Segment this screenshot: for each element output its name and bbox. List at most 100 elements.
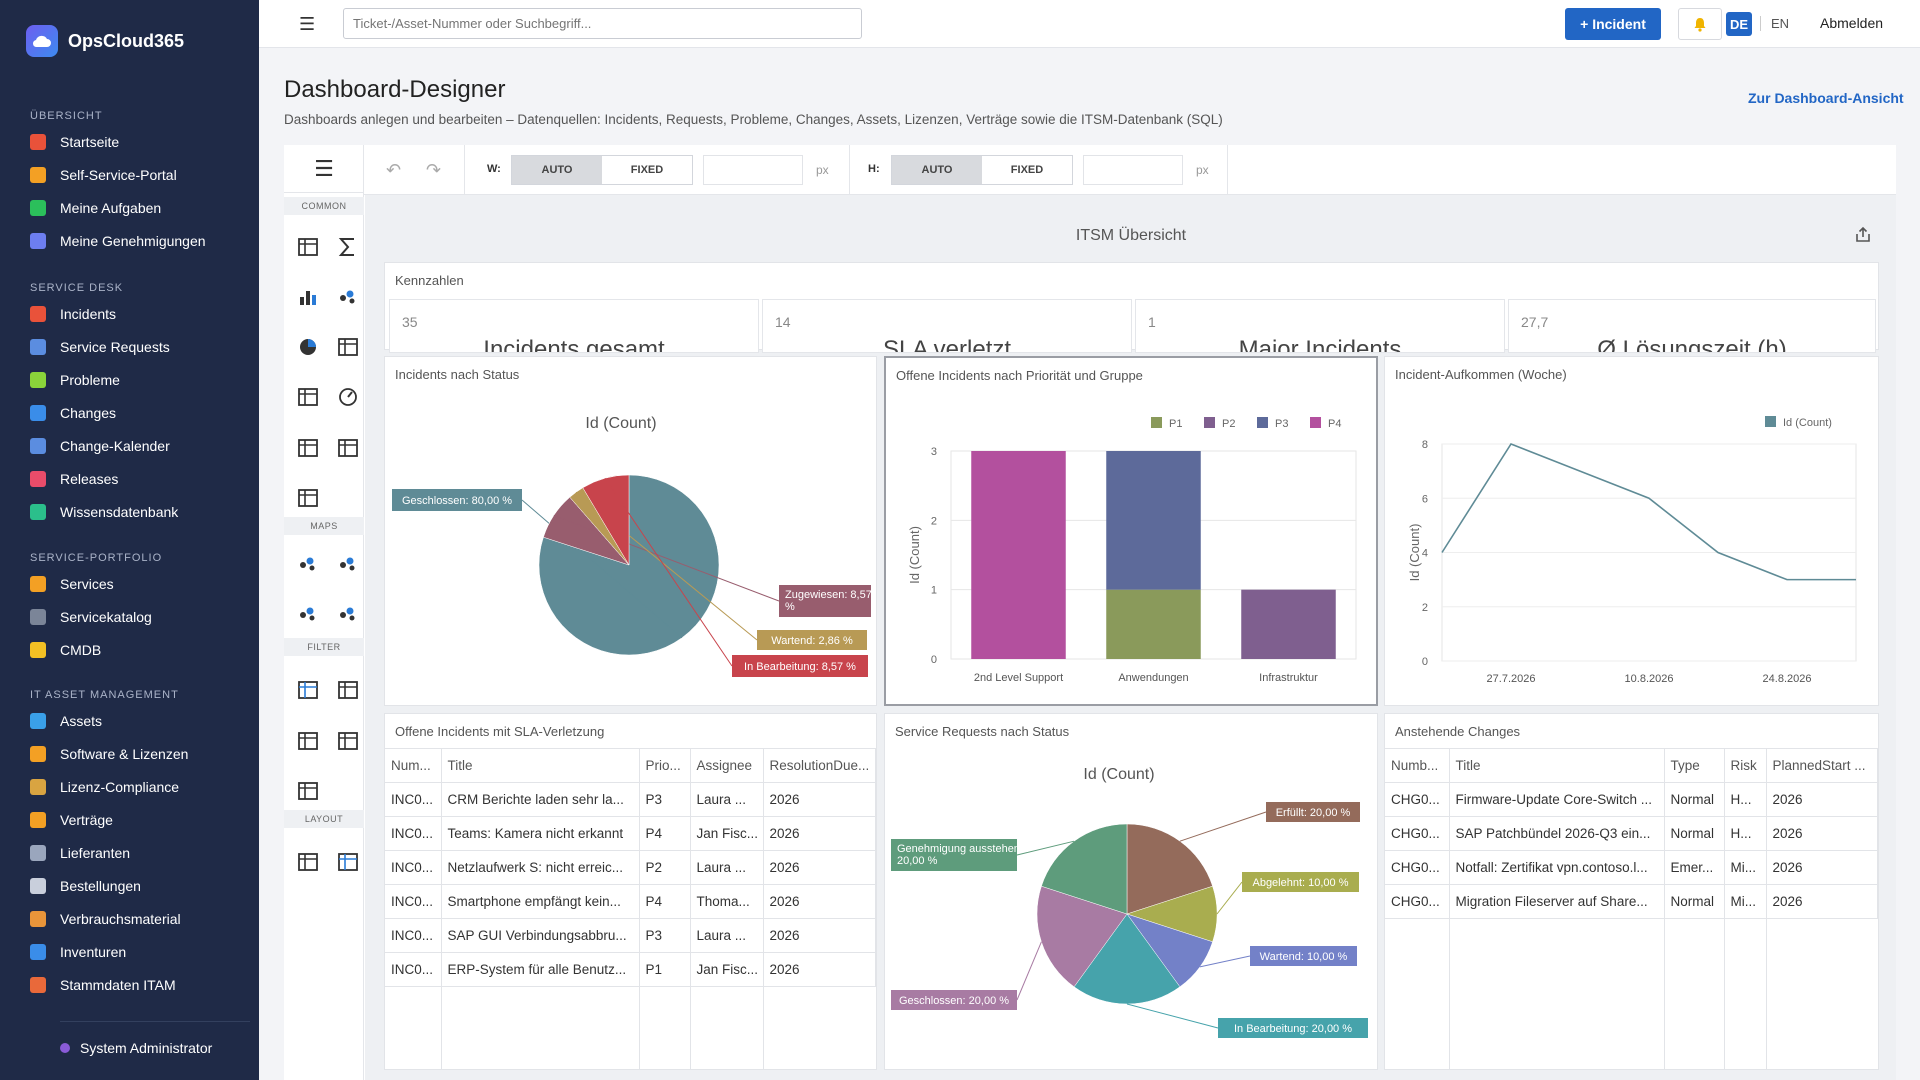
new-incident-button[interactable]: + Incident: [1565, 8, 1661, 40]
height-input[interactable]: [1083, 155, 1183, 185]
column-header[interactable]: Title: [1449, 748, 1665, 783]
range-filter-icon[interactable]: [294, 676, 322, 704]
table-row[interactable]: CHG0... Notfall: Zertifikat vpn.contoso.l…: [1385, 850, 1878, 885]
bar-segment[interactable]: [1106, 451, 1201, 590]
sum-icon[interactable]: [334, 233, 362, 261]
sidebar-item-meine-genehmigungen[interactable]: Meine Genehmigungen: [30, 229, 206, 253]
treemap-icon[interactable]: [334, 283, 362, 311]
bubble-map-icon[interactable]: [294, 600, 322, 628]
logout-link[interactable]: Abmelden: [1820, 15, 1884, 31]
column-header[interactable]: Type: [1664, 748, 1725, 783]
bar-segment[interactable]: [1106, 589, 1201, 659]
table-row[interactable]: CHG0... Firmware-Update Core-Switch ... No…: [1385, 782, 1878, 817]
sidebar-item-probleme[interactable]: Probleme: [30, 368, 120, 392]
tab-container-icon[interactable]: [334, 848, 362, 876]
sidebar-item-verbrauchsmaterial[interactable]: Verbrauchsmaterial: [30, 907, 181, 931]
toolbox-menu-icon[interactable]: ☰: [284, 145, 364, 193]
table-row[interactable]: INC0... SAP GUI Verbindungsabbru... P3 Laur…: [385, 918, 876, 953]
height-auto-button[interactable]: AUTO: [892, 156, 982, 184]
pie-slice[interactable]: [1126, 823, 1213, 915]
gauge-icon[interactable]: [334, 383, 362, 411]
requests-pie-panel[interactable]: Service Requests nach Status Id (Count) E…: [884, 713, 1378, 1070]
sidebar-item-cmdb[interactable]: CMDB: [30, 638, 101, 662]
sidebar-item-incidents[interactable]: Incidents: [30, 302, 116, 326]
lang-en-button[interactable]: EN: [1771, 16, 1790, 31]
table-row[interactable]: INC0... Smartphone empfängt kein... P4 Thom…: [385, 884, 876, 919]
brand[interactable]: OpsCloud365: [26, 25, 184, 57]
image-icon[interactable]: [334, 434, 362, 462]
sla-table-panel[interactable]: Offene Incidents mit SLA-Verletzung Num.…: [384, 713, 877, 1070]
table-row[interactable]: INC0... Teams: Kamera nicht erkannt P4 Jan …: [385, 816, 876, 851]
card-icon[interactable]: [294, 383, 322, 411]
scatter-icon[interactable]: [334, 333, 362, 361]
sidebar-item-service-requests[interactable]: Service Requests: [30, 335, 170, 359]
lang-de-button[interactable]: DE: [1726, 12, 1752, 36]
kpi-card[interactable]: 1 Major Incidents: [1135, 299, 1505, 353]
width-auto-button[interactable]: AUTO: [512, 156, 602, 184]
export-icon[interactable]: [1853, 225, 1873, 245]
redo-icon[interactable]: ↷: [426, 160, 442, 180]
kpi-card[interactable]: 35 Incidents gesamt: [389, 299, 759, 353]
column-header[interactable]: Title: [441, 748, 640, 783]
sidebar-item-self-service-portal[interactable]: Self-Service-Portal: [30, 163, 177, 187]
sidebar-item-servicekatalog[interactable]: Servicekatalog: [30, 605, 152, 629]
choropleth-map-icon[interactable]: [334, 550, 362, 578]
kpi-card[interactable]: 14 SLA verletzt: [762, 299, 1132, 353]
width-fixed-button[interactable]: FIXED: [630, 164, 664, 176]
sidebar-item-stammdaten-itam[interactable]: Stammdaten ITAM: [30, 973, 176, 997]
sidebar-item-assets[interactable]: Assets: [30, 709, 102, 733]
date-filter-icon[interactable]: [294, 777, 322, 805]
table-row[interactable]: INC0... ERP-System für alle Benutz... P1 Ja…: [385, 952, 876, 987]
combo-box-icon[interactable]: [334, 676, 362, 704]
line-series[interactable]: [1441, 443, 1856, 581]
width-input[interactable]: [703, 155, 803, 185]
tree-view-icon[interactable]: [334, 727, 362, 755]
sidebar-item-inventuren[interactable]: Inventuren: [30, 940, 126, 964]
user-menu[interactable]: System Administrator: [60, 1021, 250, 1056]
text-box-icon[interactable]: [294, 434, 322, 462]
bar-segment[interactable]: [1241, 589, 1336, 659]
table-row[interactable]: CHG0... Migration Fileserver auf Share...…: [1385, 884, 1878, 919]
sidebar-item-startseite[interactable]: Startseite: [30, 130, 119, 154]
column-header[interactable]: PlannedStart ...: [1766, 748, 1878, 783]
pie-slice[interactable]: [1073, 913, 1181, 1005]
trend-line-panel[interactable]: Incident-Aufkommen (Woche) 0 2 4 6 8 Id (Coun…: [1384, 356, 1879, 706]
table-row[interactable]: INC0... CRM Berichte laden sehr la... P3 La…: [385, 782, 876, 817]
sidebar-item-meine-aufgaben[interactable]: Meine Aufgaben: [30, 196, 161, 220]
sidebar-item-wissensdatenbank[interactable]: Wissensdatenbank: [30, 500, 178, 524]
column-header[interactable]: Risk: [1724, 748, 1767, 783]
sidebar-item-software-lizenzen[interactable]: Software & Lizenzen: [30, 742, 188, 766]
sidebar-item-bestellungen[interactable]: Bestellungen: [30, 874, 141, 898]
table-row[interactable]: CHG0... SAP Patchbündel 2026-Q3 ein... Nor…: [1385, 816, 1878, 851]
height-fixed-button[interactable]: FIXED: [1010, 164, 1044, 176]
kpi-card[interactable]: 27,7 Ø Lösungszeit (h): [1508, 299, 1876, 353]
pie-slice[interactable]: [1041, 823, 1128, 915]
bar-chart-icon[interactable]: [294, 283, 322, 311]
grid-table-icon[interactable]: [294, 233, 322, 261]
pie-map-icon[interactable]: [334, 600, 362, 628]
sidebar-item-change-kalender[interactable]: Change-Kalender: [30, 434, 170, 458]
kpi-panel[interactable]: Kennzahlen 35 Incidents gesamt 14 SLA ve…: [384, 262, 1879, 353]
sidebar-item-lizenz-compliance[interactable]: Lizenz-Compliance: [30, 775, 179, 799]
menu-toggle-icon[interactable]: ☰: [299, 14, 316, 34]
priority-bar-panel[interactable]: Offene Incidents nach Priorität und Grup…: [884, 356, 1378, 706]
sidebar-item-changes[interactable]: Changes: [30, 401, 116, 425]
dashboard-view-link[interactable]: Zur Dashboard-Ansicht: [1748, 90, 1904, 106]
sidebar-item-releases[interactable]: Releases: [30, 467, 118, 491]
list-box-icon[interactable]: [294, 727, 322, 755]
column-header[interactable]: Num...: [385, 748, 442, 783]
changes-table-panel[interactable]: Anstehende Changes Numb... Title Type Risk P…: [1384, 713, 1879, 1070]
bar-segment[interactable]: [971, 451, 1066, 659]
table-row[interactable]: INC0... Netzlaufwerk S: nicht erreic... P2…: [385, 850, 876, 885]
sidebar-item-services[interactable]: Services: [30, 572, 114, 596]
column-header[interactable]: Assignee: [690, 748, 764, 783]
search-input[interactable]: [343, 8, 862, 39]
column-header[interactable]: ResolutionDue...: [763, 748, 876, 783]
notifications-button[interactable]: [1678, 8, 1722, 40]
bound-image-icon[interactable]: [294, 484, 322, 512]
dot-map-icon[interactable]: [294, 550, 322, 578]
group-icon[interactable]: [294, 848, 322, 876]
column-header[interactable]: Numb...: [1385, 748, 1450, 783]
pie-chart-icon[interactable]: [294, 333, 322, 361]
sidebar-item-lieferanten[interactable]: Lieferanten: [30, 841, 130, 865]
